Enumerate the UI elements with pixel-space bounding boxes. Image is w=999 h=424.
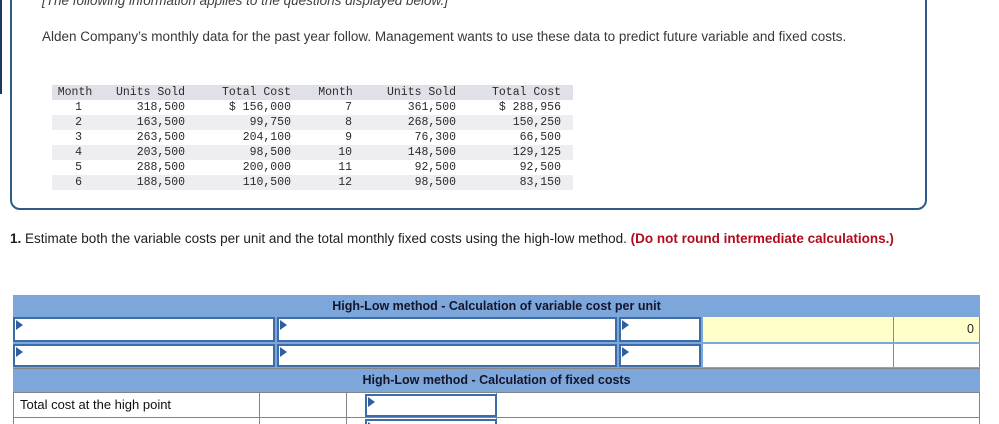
formula-input-cell[interactable] bbox=[365, 394, 497, 417]
cell-flag-icon bbox=[280, 320, 287, 330]
data-cell: 200,000 bbox=[242, 161, 291, 174]
data-cell: 11 bbox=[338, 161, 352, 174]
result-cell bbox=[703, 317, 894, 342]
data-cell: 263,500 bbox=[136, 131, 185, 144]
data-cell: 8 bbox=[345, 116, 352, 129]
variable-cost-section: High-Low method - Calculation of variabl… bbox=[13, 295, 980, 368]
table-row: 6 188,500 110,500 12 98,500 83,150 bbox=[52, 175, 573, 190]
data-cell: 98,500 bbox=[249, 146, 291, 159]
data-cell: 288,500 bbox=[136, 161, 185, 174]
data-cell: 12 bbox=[338, 176, 352, 189]
data-cell: 129,125 bbox=[512, 146, 561, 159]
data-cell: 7 bbox=[345, 101, 352, 114]
data-cell: 92,500 bbox=[414, 161, 456, 174]
table-row: 1 318,500 $ 156,000 7 361,500 $ 288,956 bbox=[52, 100, 573, 115]
info-box: [The following information applies to th… bbox=[10, 0, 927, 210]
formula-input-cell[interactable] bbox=[277, 317, 617, 342]
cell-flag-icon bbox=[622, 320, 629, 330]
col-header: Total Cost bbox=[491, 86, 561, 99]
data-cell: 83,150 bbox=[519, 176, 561, 189]
data-cell: 150,250 bbox=[512, 116, 561, 129]
question-text: 1. Estimate both the variable costs per … bbox=[10, 229, 945, 249]
col-header: Month bbox=[318, 86, 353, 99]
row-label: Variable cost at the high point bbox=[13, 418, 260, 424]
empty-cell bbox=[260, 393, 347, 418]
table-row: 4 203,500 98,500 10 148,500 129,125 bbox=[52, 145, 573, 160]
data-cell: 361,500 bbox=[407, 101, 456, 114]
row-label: Total cost at the high point bbox=[13, 393, 260, 418]
table-row: 5 288,500 200,000 11 92,500 92,500 bbox=[52, 160, 573, 175]
col-header: Total Cost bbox=[221, 86, 291, 99]
data-cell: 318,500 bbox=[136, 101, 185, 114]
data-cell: 268,500 bbox=[407, 116, 456, 129]
empty-cell bbox=[260, 418, 347, 424]
data-cell: 3 bbox=[75, 131, 82, 144]
formula-input-cell[interactable] bbox=[619, 344, 701, 367]
data-cell: 76,300 bbox=[414, 131, 456, 144]
result-cell-value: 0 bbox=[894, 317, 980, 342]
question-body: Estimate both the variable costs per uni… bbox=[25, 231, 627, 246]
formula-input-cell[interactable] bbox=[619, 317, 701, 342]
data-cell: 110,500 bbox=[242, 176, 291, 189]
formula-input-cell[interactable] bbox=[13, 344, 275, 367]
cell-flag-icon bbox=[280, 347, 287, 357]
fixed-section-title: High-Low method - Calculation of fixed c… bbox=[362, 373, 631, 387]
data-cell: 98,500 bbox=[414, 176, 456, 189]
cell-flag-icon bbox=[368, 397, 375, 407]
clipped-ui-edge bbox=[0, 0, 2, 94]
data-cell: 163,500 bbox=[136, 116, 185, 129]
data-cell: 5 bbox=[75, 161, 82, 174]
col-header: Units Sold bbox=[386, 86, 456, 99]
data-cell: $ 288,956 bbox=[498, 101, 561, 114]
data-cell: 204,100 bbox=[242, 131, 291, 144]
applies-notice: [The following information applies to th… bbox=[42, 0, 448, 8]
data-cell: $ 156,000 bbox=[228, 101, 291, 114]
data-cell: 92,500 bbox=[519, 161, 561, 174]
cell-flag-icon bbox=[622, 347, 629, 357]
data-cell: 66,500 bbox=[519, 131, 561, 144]
intro-paragraph: Alden Company’s monthly data for the pas… bbox=[42, 29, 847, 44]
empty-cell bbox=[497, 393, 980, 418]
table-row: 2 163,500 99,750 8 268,500 150,250 bbox=[52, 115, 573, 130]
data-cell: 148,500 bbox=[407, 146, 456, 159]
question-emphasis: (Do not round intermediate calculations.… bbox=[630, 231, 894, 246]
empty-cell bbox=[497, 418, 980, 424]
data-cell: 10 bbox=[338, 146, 352, 159]
high-low-worksheet: High-Low method - Calculation of variabl… bbox=[13, 295, 980, 424]
data-cell: 2 bbox=[75, 116, 82, 129]
data-cell: 99,750 bbox=[249, 116, 291, 129]
formula-input-cell[interactable] bbox=[13, 317, 275, 342]
col-header: Units Sold bbox=[115, 86, 185, 99]
formula-input-cell[interactable] bbox=[365, 419, 497, 424]
table-row: 3 263,500 204,100 9 76,300 66,500 bbox=[52, 130, 573, 145]
cell-flag-icon bbox=[16, 320, 23, 330]
formula-input-cell[interactable] bbox=[277, 344, 617, 367]
cell-flag-icon bbox=[368, 422, 375, 424]
cell-flag-icon bbox=[16, 347, 23, 357]
data-cell: 9 bbox=[345, 131, 352, 144]
data-cell: 6 bbox=[75, 176, 82, 189]
variable-section-header: High-Low method - Calculation of variabl… bbox=[332, 299, 661, 313]
question-number: 1. bbox=[10, 231, 22, 246]
monthly-data-table: Month Units Sold Total Cost Month Units … bbox=[52, 85, 573, 190]
empty-cell bbox=[703, 344, 894, 367]
data-cell: 4 bbox=[75, 146, 82, 159]
data-cell: 1 bbox=[75, 101, 82, 114]
empty-cell bbox=[894, 344, 980, 367]
table-header-row: Month Units Sold Total Cost Month Units … bbox=[52, 85, 573, 100]
data-cell: 203,500 bbox=[136, 146, 185, 159]
fixed-cost-section-header: High-Low method - Calculation of fixed c… bbox=[13, 368, 980, 393]
col-header: Month bbox=[57, 86, 93, 99]
data-cell: 188,500 bbox=[136, 176, 185, 189]
